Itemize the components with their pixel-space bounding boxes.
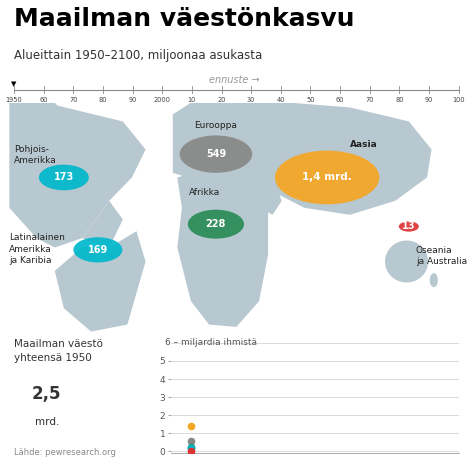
Polygon shape	[55, 231, 146, 332]
Text: 173: 173	[54, 172, 74, 183]
Text: 100: 100	[453, 97, 465, 103]
Ellipse shape	[385, 241, 428, 283]
Text: Alueittain 1950–2100, miljoonaa asukasta: Alueittain 1950–2100, miljoonaa asukasta	[14, 49, 262, 62]
Text: 20: 20	[217, 97, 226, 103]
Text: 60: 60	[39, 97, 48, 103]
Text: Eurooppa: Eurooppa	[195, 121, 237, 130]
Text: ennuste →: ennuste →	[209, 75, 259, 85]
Text: 13: 13	[402, 221, 416, 232]
Text: 70: 70	[69, 97, 78, 103]
Circle shape	[275, 150, 380, 205]
Polygon shape	[177, 168, 268, 327]
Text: 549: 549	[206, 149, 226, 159]
Text: 60: 60	[336, 97, 344, 103]
Text: 228: 228	[206, 219, 226, 229]
Text: ▼: ▼	[11, 81, 17, 87]
Text: Lähde: pewresearch.org: Lähde: pewresearch.org	[14, 448, 116, 457]
Ellipse shape	[430, 273, 438, 287]
Text: 10: 10	[188, 97, 196, 103]
Text: 70: 70	[366, 97, 374, 103]
Text: 2000: 2000	[154, 97, 171, 103]
Polygon shape	[236, 103, 431, 215]
Text: Aasia: Aasia	[350, 140, 378, 149]
Circle shape	[39, 164, 89, 190]
Text: 6 – miljardia ihmistä: 6 – miljardia ihmistä	[165, 339, 257, 347]
Circle shape	[180, 135, 252, 173]
Text: 80: 80	[395, 97, 403, 103]
Polygon shape	[41, 103, 73, 138]
Text: Pohjois-
Amerikka: Pohjois- Amerikka	[14, 145, 57, 165]
Circle shape	[188, 210, 244, 239]
Text: 80: 80	[99, 97, 107, 103]
Polygon shape	[245, 177, 282, 215]
Text: 1950: 1950	[6, 97, 22, 103]
Text: Latinalainen
Amerikka
ja Karibia: Latinalainen Amerikka ja Karibia	[9, 234, 65, 265]
Text: Afrikka: Afrikka	[189, 188, 220, 197]
Text: Maailman väestö
yhteensä 1950: Maailman väestö yhteensä 1950	[14, 339, 103, 362]
Text: 90: 90	[128, 97, 137, 103]
Text: mrd.: mrd.	[35, 417, 59, 426]
Text: 1,4 mrd.: 1,4 mrd.	[302, 172, 352, 183]
Text: Oseania
ja Australia: Oseania ja Australia	[416, 246, 467, 267]
Text: 90: 90	[425, 97, 433, 103]
Text: 169: 169	[88, 245, 108, 255]
Text: 2,5: 2,5	[32, 385, 62, 403]
Polygon shape	[82, 201, 123, 248]
Text: 50: 50	[306, 97, 314, 103]
Circle shape	[399, 221, 419, 232]
Text: 40: 40	[277, 97, 285, 103]
Text: Maailman väestönkasvu: Maailman väestönkasvu	[14, 7, 355, 31]
Circle shape	[73, 237, 123, 262]
Polygon shape	[9, 103, 146, 248]
Text: 30: 30	[247, 97, 256, 103]
Polygon shape	[173, 103, 263, 184]
